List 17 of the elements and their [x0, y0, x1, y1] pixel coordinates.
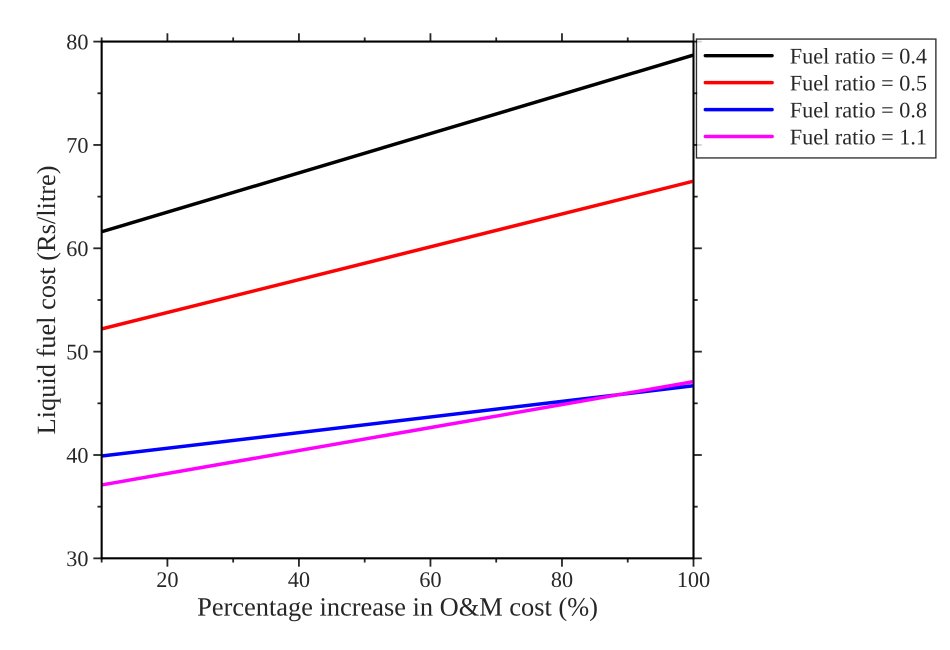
- legend-label: Fuel ratio = 0.4: [790, 48, 927, 64]
- x-tick-label: 20: [157, 572, 178, 588]
- y-axis-title: Liquid fuel cost (Rs/litre): [36, 166, 61, 434]
- x-tick-label: 60: [420, 572, 441, 588]
- x-tick-label: 40: [288, 572, 310, 588]
- y-tick-label: 60: [67, 241, 88, 256]
- y-tick-label: 70: [68, 138, 88, 153]
- legend-label: Fuel ratio = 1.1: [790, 128, 926, 145]
- x-tick-label: 80: [552, 572, 572, 588]
- legend-label: Fuel ratio = 0.5: [790, 74, 926, 91]
- y-tick-label: 80: [67, 34, 88, 50]
- y-tick-label: 40: [66, 448, 88, 463]
- legend-label: Fuel ratio = 0.8: [790, 102, 926, 118]
- x-tick-label: 100: [678, 572, 710, 588]
- y-tick-label: 30: [67, 551, 88, 566]
- x-axis-title: Percentage increase in O&M cost (%): [198, 597, 597, 622]
- y-tick-label: 50: [68, 344, 88, 360]
